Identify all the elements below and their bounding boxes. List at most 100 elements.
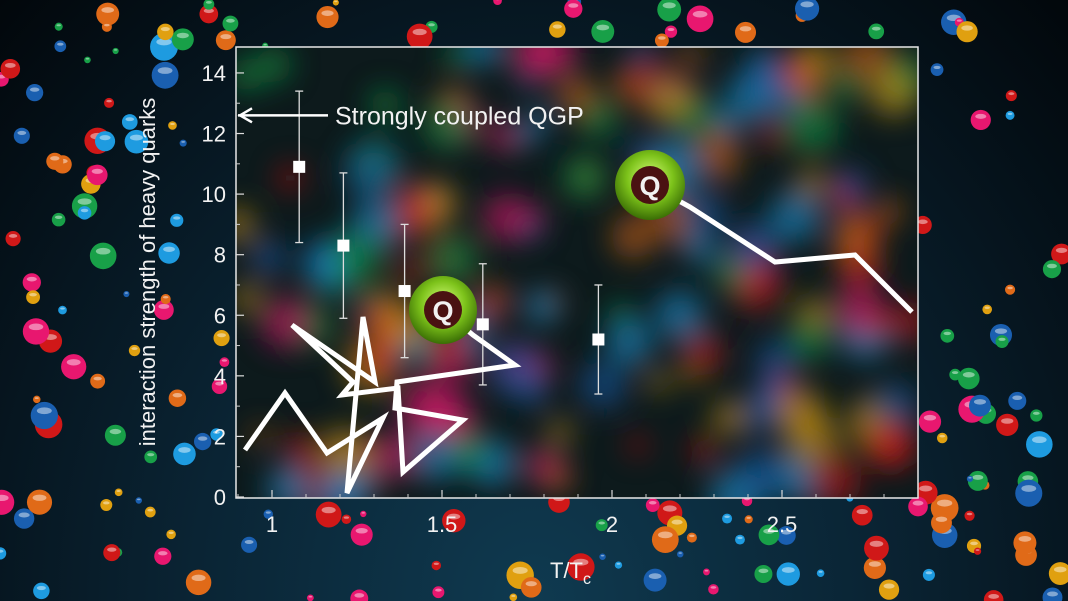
particle-highlight <box>56 24 61 27</box>
particle-highlight <box>361 512 366 514</box>
blurred-particle <box>283 432 318 467</box>
particle <box>350 589 369 601</box>
plot-frame <box>235 46 919 499</box>
particle <box>996 413 1019 437</box>
particle <box>735 534 745 545</box>
particle-highlight <box>1055 247 1068 253</box>
particle <box>112 47 119 55</box>
particle-highlight <box>868 561 881 567</box>
particle <box>128 344 141 357</box>
particle-highlight <box>869 540 884 547</box>
particle-highlight <box>724 515 730 519</box>
particle <box>614 561 623 569</box>
particle-highlight <box>689 534 695 538</box>
blurred-particle <box>678 47 704 68</box>
particle <box>703 568 710 576</box>
particle <box>151 61 179 89</box>
blurred-particle <box>530 108 552 130</box>
particle-highlight <box>1032 411 1040 415</box>
blurred-particle <box>830 69 862 102</box>
particle <box>124 129 149 154</box>
particle-highlight <box>129 134 143 141</box>
particle-highlight <box>1018 535 1032 542</box>
particle <box>185 569 212 596</box>
particle-highlight <box>1046 263 1057 269</box>
particle-highlight <box>158 303 170 309</box>
blurred-particle <box>755 338 797 381</box>
particle <box>306 594 314 601</box>
particle-highlight <box>8 234 18 238</box>
particle-highlight <box>662 2 676 9</box>
particle <box>995 335 1009 349</box>
particle-highlight <box>937 499 953 507</box>
particle <box>983 590 1004 601</box>
particle-highlight <box>596 24 610 31</box>
x-tick-label: 2.5 <box>767 512 798 537</box>
particle-highlight <box>205 1 212 4</box>
particle-highlight <box>433 562 439 565</box>
particle-highlight <box>943 331 952 336</box>
blurred-particle <box>647 370 670 394</box>
particle-highlight <box>662 505 677 512</box>
particle-highlight <box>60 307 65 310</box>
random-walk-path <box>242 308 522 495</box>
y-tick-label: 10 <box>202 182 226 207</box>
particle-highlight <box>511 594 516 597</box>
particle <box>940 328 955 343</box>
particle-highlight <box>57 42 64 46</box>
particle-highlight <box>692 10 708 18</box>
blurred-particle <box>543 464 573 493</box>
particle <box>776 526 796 545</box>
particle <box>360 510 367 518</box>
particle <box>13 127 30 144</box>
particle-highlight <box>91 168 103 174</box>
particle-highlight <box>919 485 933 492</box>
blurred-particle <box>427 234 478 285</box>
particle <box>0 59 21 79</box>
particle-highlight <box>671 519 683 525</box>
blurred-particle <box>266 465 313 498</box>
blurred-particle <box>714 159 736 181</box>
particle <box>970 109 991 131</box>
particle-highlight <box>215 381 224 386</box>
blurred-particle <box>646 78 693 125</box>
particle-highlight <box>32 494 47 501</box>
blurred-particle <box>236 207 255 243</box>
particle-highlight <box>17 130 27 135</box>
particle-highlight <box>746 516 751 519</box>
particle-highlight <box>657 531 673 539</box>
particle <box>203 0 215 10</box>
particle <box>595 519 608 532</box>
data-point <box>398 285 411 298</box>
particle-highlight <box>50 156 60 161</box>
particle-highlight <box>552 24 562 29</box>
particle <box>493 0 502 5</box>
particle <box>90 373 106 389</box>
particle-highlight <box>1021 485 1037 492</box>
svg-text:Q: Q <box>639 171 660 201</box>
blurred-particle <box>876 197 904 225</box>
particle <box>964 510 975 521</box>
particle <box>104 97 115 108</box>
particle <box>908 496 928 517</box>
particle-highlight <box>265 511 271 514</box>
blurred-particle <box>562 155 606 200</box>
y-tick-label: 12 <box>202 122 226 147</box>
particle-highlight <box>29 292 37 297</box>
particle <box>406 23 433 50</box>
particle-highlight <box>4 62 16 68</box>
particle-highlight <box>162 296 169 299</box>
blurred-particle <box>461 329 488 356</box>
particle <box>219 357 230 368</box>
particle <box>936 432 948 444</box>
x-tick-label: 2 <box>606 512 618 537</box>
blurred-particle <box>484 283 509 308</box>
particle-highlight <box>226 18 235 23</box>
blurred-particle <box>250 239 287 276</box>
blurred-particle <box>449 433 489 474</box>
quark-marker: Q <box>615 150 685 220</box>
particle-highlight <box>77 198 92 205</box>
particle-highlight <box>107 547 117 552</box>
blurred-particle <box>711 400 747 436</box>
